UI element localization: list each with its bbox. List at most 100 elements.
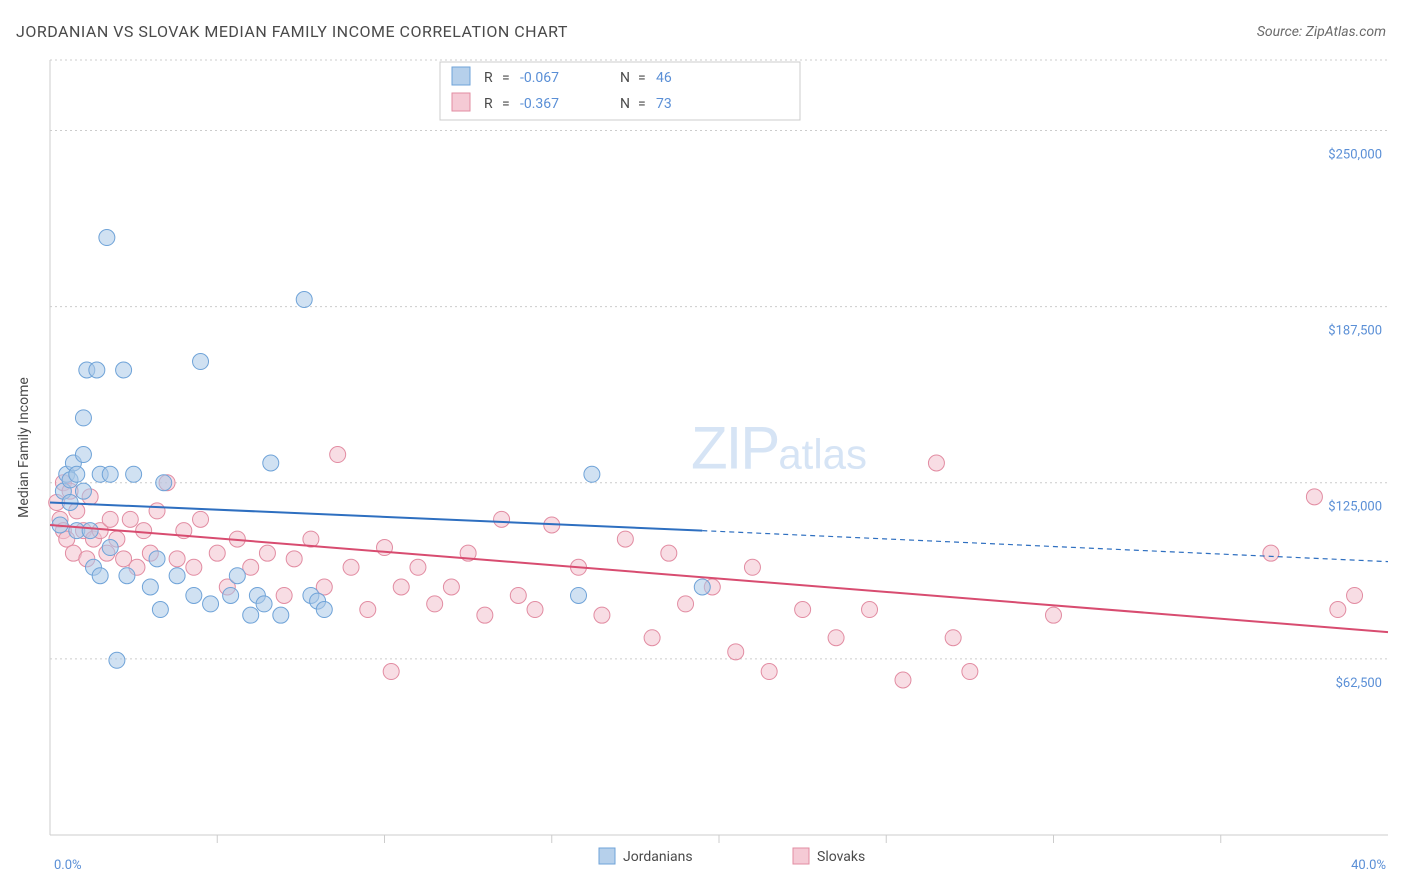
point-jordanians — [102, 540, 118, 556]
trendline-jordanians-extended — [702, 531, 1388, 562]
point-jordanians — [316, 602, 332, 618]
point-jordanians — [193, 354, 209, 370]
stats-r-label-slovaks: R — [484, 96, 493, 112]
point-jordanians — [82, 523, 98, 539]
point-slovaks — [286, 551, 302, 567]
point-slovaks — [477, 607, 493, 623]
point-jordanians — [186, 587, 202, 603]
y-tick-label: $187,500 — [1328, 324, 1382, 339]
point-jordanians — [203, 596, 219, 612]
point-slovaks — [895, 672, 911, 688]
point-slovaks — [761, 664, 777, 680]
stats-r-value-jordanians: -0.067 — [520, 70, 559, 86]
point-slovaks — [102, 511, 118, 527]
point-slovaks — [1347, 587, 1363, 603]
point-jordanians — [223, 587, 239, 603]
y-tick-label: $125,000 — [1328, 500, 1382, 515]
point-slovaks — [443, 579, 459, 595]
stats-eq-slovaks: = — [502, 96, 510, 112]
point-slovaks — [678, 596, 694, 612]
x-min-label: 0.0% — [54, 858, 82, 873]
point-slovaks — [393, 579, 409, 595]
point-jordanians — [243, 607, 259, 623]
point-slovaks — [728, 644, 744, 660]
stats-eq2-jordanians: = — [638, 70, 646, 86]
point-slovaks — [527, 602, 543, 618]
stats-n-value-slovaks: 73 — [656, 96, 672, 112]
point-jordanians — [571, 587, 587, 603]
point-slovaks — [169, 551, 185, 567]
stats-n-label-jordanians: N — [620, 70, 630, 86]
stats-n-value-jordanians: 46 — [656, 70, 672, 86]
point-jordanians — [99, 230, 115, 246]
correlation-scatter-chart: $62,500 $125,000 $187,500 $250,000 0.0% 40.0%… — [0, 0, 1406, 892]
point-slovaks — [360, 602, 376, 618]
point-jordanians — [156, 475, 172, 491]
point-slovaks — [383, 664, 399, 680]
point-jordanians — [296, 292, 312, 308]
point-jordanians — [75, 447, 91, 463]
y-axis-title: Median Family Income — [16, 377, 32, 518]
point-slovaks — [1263, 545, 1279, 561]
point-slovaks — [828, 630, 844, 646]
legend-swatch-slovaks — [793, 848, 809, 864]
point-jordanians — [126, 466, 142, 482]
point-slovaks — [795, 602, 811, 618]
point-jordanians — [256, 596, 272, 612]
point-slovaks — [945, 630, 961, 646]
point-slovaks — [594, 607, 610, 623]
stats-swatch-jordanians — [452, 67, 470, 85]
point-jordanians — [116, 362, 132, 378]
point-slovaks — [962, 664, 978, 680]
point-slovaks — [862, 602, 878, 618]
point-jordanians — [169, 568, 185, 584]
point-jordanians — [142, 579, 158, 595]
point-slovaks — [1306, 489, 1322, 505]
x-max-label: 40.0% — [1351, 858, 1386, 873]
legend-swatch-jordanians — [599, 848, 615, 864]
point-jordanians — [102, 466, 118, 482]
point-slovaks — [661, 545, 677, 561]
stats-r-label-jordanians: R — [484, 70, 493, 86]
point-slovaks — [193, 511, 209, 527]
point-slovaks — [644, 630, 660, 646]
stats-eq-jordanians: = — [502, 70, 510, 86]
point-slovaks — [1046, 607, 1062, 623]
point-slovaks — [276, 587, 292, 603]
point-slovaks — [259, 545, 275, 561]
point-jordanians — [69, 466, 85, 482]
stats-n-label-slovaks: N — [620, 96, 630, 112]
point-jordanians — [273, 607, 289, 623]
point-slovaks — [209, 545, 225, 561]
point-slovaks — [410, 559, 426, 575]
point-slovaks — [494, 511, 510, 527]
point-jordanians — [229, 568, 245, 584]
point-slovaks — [510, 587, 526, 603]
point-jordanians — [584, 466, 600, 482]
point-slovaks — [1330, 602, 1346, 618]
point-jordanians — [92, 568, 108, 584]
point-jordanians — [152, 602, 168, 618]
stats-r-value-slovaks: -0.367 — [520, 96, 559, 112]
point-slovaks — [136, 523, 152, 539]
point-slovaks — [149, 503, 165, 519]
legend-label-jordanians: Jordanians — [623, 849, 693, 865]
watermark: ZIPatlas — [691, 415, 867, 482]
point-slovaks — [427, 596, 443, 612]
y-tick-label: $250,000 — [1328, 147, 1382, 162]
point-jordanians — [119, 568, 135, 584]
point-jordanians — [149, 551, 165, 567]
point-jordanians — [75, 483, 91, 499]
point-slovaks — [928, 455, 944, 471]
point-jordanians — [109, 652, 125, 668]
stats-swatch-slovaks — [452, 93, 470, 111]
stats-eq2-slovaks: = — [638, 96, 646, 112]
point-slovaks — [617, 531, 633, 547]
y-tick-label: $62,500 — [1336, 676, 1382, 691]
point-slovaks — [122, 511, 138, 527]
point-slovaks — [343, 559, 359, 575]
point-slovaks — [744, 559, 760, 575]
point-jordanians — [263, 455, 279, 471]
point-jordanians — [694, 579, 710, 595]
point-slovaks — [330, 447, 346, 463]
